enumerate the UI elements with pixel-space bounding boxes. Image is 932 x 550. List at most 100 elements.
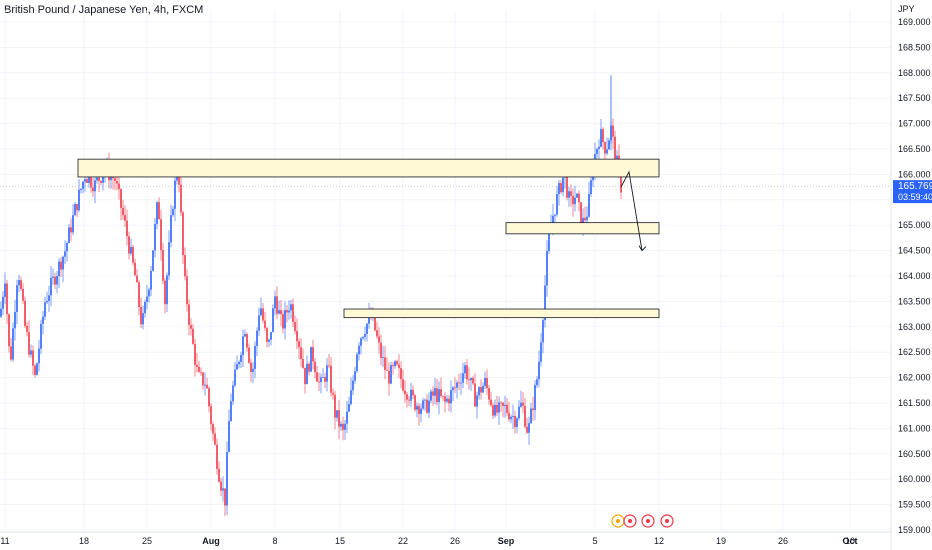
candle-body bbox=[470, 378, 472, 381]
candle-body bbox=[190, 325, 192, 329]
x-tick-label: 12 bbox=[654, 536, 664, 546]
candle-body bbox=[608, 140, 610, 150]
x-tick-label: 10 bbox=[845, 536, 855, 546]
x-tick-label: 26 bbox=[778, 536, 788, 546]
candle-body bbox=[422, 400, 424, 409]
candle-body bbox=[324, 377, 326, 382]
candle-body bbox=[100, 180, 102, 183]
candle-body bbox=[28, 332, 30, 355]
candle-body bbox=[276, 296, 278, 314]
candle-body bbox=[428, 400, 430, 413]
candle-body bbox=[354, 371, 356, 381]
y-tick-label: 162.000 bbox=[898, 373, 931, 383]
candle-body bbox=[320, 377, 322, 383]
x-tick-label: 25 bbox=[142, 536, 152, 546]
candle-body bbox=[234, 369, 236, 386]
candle-body bbox=[524, 405, 526, 427]
y-tick-label: 168.000 bbox=[898, 68, 931, 78]
candle-body bbox=[590, 180, 592, 195]
candle-body bbox=[6, 283, 8, 315]
y-tick-label: 163.500 bbox=[898, 296, 931, 306]
candle-body bbox=[516, 418, 518, 427]
candle-body bbox=[72, 215, 74, 233]
candle-body bbox=[8, 314, 10, 347]
y-tick-label: 159.500 bbox=[898, 500, 931, 510]
candle-body bbox=[84, 179, 86, 182]
candle-body bbox=[602, 129, 604, 142]
candle-body bbox=[158, 202, 160, 220]
candle-body bbox=[142, 313, 144, 325]
candle-body bbox=[274, 296, 276, 309]
candle-body bbox=[102, 175, 104, 183]
candle-body bbox=[146, 296, 148, 302]
candle-body bbox=[178, 171, 180, 185]
candle-body bbox=[0, 308, 2, 317]
candle-body bbox=[270, 332, 272, 340]
candle-body bbox=[508, 412, 510, 420]
candle-body bbox=[330, 365, 332, 393]
projection-path bbox=[620, 170, 643, 251]
candle-body bbox=[424, 399, 426, 401]
candle-body bbox=[164, 280, 166, 305]
candle-body bbox=[350, 390, 352, 405]
candle-body bbox=[400, 368, 402, 380]
projection-arrowhead bbox=[638, 245, 647, 252]
economic-event-icon-dot bbox=[628, 519, 632, 523]
x-tick-label: 8 bbox=[272, 536, 277, 546]
candle-body bbox=[484, 377, 486, 386]
candle-body bbox=[406, 394, 408, 400]
candle-body bbox=[384, 357, 386, 370]
x-tick-label: 18 bbox=[79, 536, 89, 546]
candle-body bbox=[256, 330, 258, 346]
candle-body bbox=[290, 304, 292, 311]
x-tick-label: Oct bbox=[842, 536, 857, 546]
candle-body bbox=[278, 310, 280, 314]
candle-body bbox=[522, 402, 524, 406]
candle-body bbox=[556, 193, 558, 215]
candle-body bbox=[262, 308, 264, 321]
x-tick-label: 5 bbox=[592, 536, 597, 546]
candle-body bbox=[246, 334, 248, 348]
candle-body bbox=[502, 402, 504, 407]
y-tick-label: 168.500 bbox=[898, 42, 931, 52]
economic-event-icon-dot bbox=[616, 519, 620, 523]
candle-body bbox=[396, 361, 398, 365]
candle-body bbox=[298, 341, 300, 348]
candle-body bbox=[264, 320, 266, 329]
candle-body bbox=[588, 194, 590, 217]
candle-body bbox=[284, 310, 286, 329]
candle-body bbox=[294, 321, 296, 331]
y-tick-label: 166.500 bbox=[898, 144, 931, 154]
candle-body bbox=[342, 423, 344, 430]
candle-body bbox=[598, 146, 600, 149]
candle-body bbox=[74, 204, 76, 216]
candle-body bbox=[352, 380, 354, 391]
candle-body bbox=[162, 249, 164, 281]
candle-body bbox=[478, 387, 480, 396]
candle-body bbox=[380, 342, 382, 358]
candle-body bbox=[194, 343, 196, 365]
y-tick-label: 161.500 bbox=[898, 398, 931, 408]
candle-body bbox=[254, 345, 256, 369]
candle-body bbox=[430, 391, 432, 401]
candle-body bbox=[536, 379, 538, 386]
candle-body bbox=[230, 401, 232, 422]
candle-body bbox=[170, 215, 172, 243]
candle-body bbox=[486, 377, 488, 389]
candle-body bbox=[86, 179, 88, 183]
candle-body bbox=[286, 310, 288, 313]
candle-body bbox=[98, 177, 100, 181]
candle-body bbox=[504, 404, 506, 407]
chart-title: British Pound / Japanese Yen, 4h, FXCM bbox=[4, 4, 204, 16]
candle-body bbox=[528, 423, 530, 433]
candle-body bbox=[46, 301, 48, 303]
y-tick-label: 160.000 bbox=[898, 474, 931, 484]
candle-body bbox=[80, 188, 82, 190]
candle-body bbox=[160, 219, 162, 250]
candle-body bbox=[328, 365, 330, 367]
candle-body bbox=[432, 391, 434, 396]
candle-body bbox=[382, 357, 384, 359]
y-tick-label: 160.500 bbox=[898, 449, 931, 459]
candle-body bbox=[44, 302, 46, 317]
